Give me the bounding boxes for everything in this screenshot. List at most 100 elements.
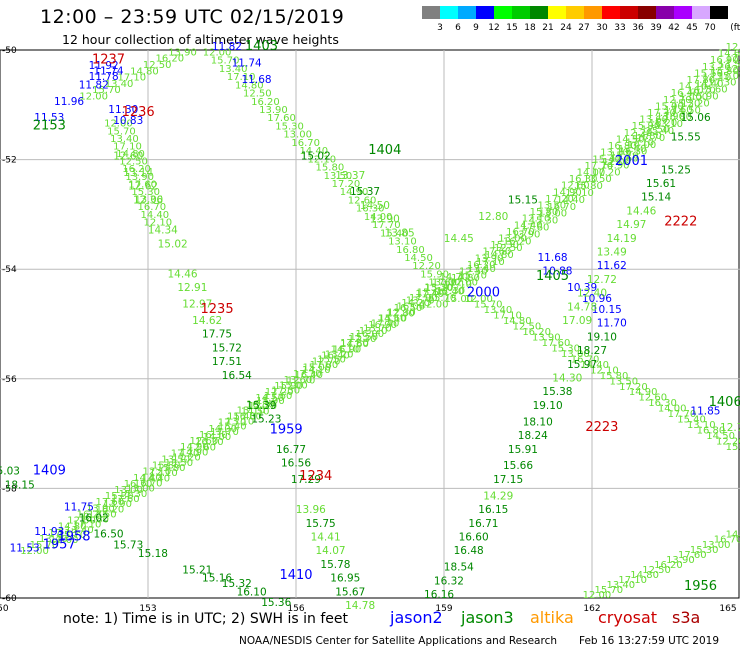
wave-height-value: 15.06 — [681, 112, 711, 124]
wave-height-value: 12.50 — [88, 509, 117, 520]
track-number-label: 1234 — [299, 469, 332, 484]
wave-height-value: 17.70 — [637, 133, 666, 144]
wave-height-value: 17.20 — [171, 448, 200, 459]
wave-height-value: 13.85 — [385, 227, 415, 239]
wave-height-value: 15.75 — [306, 518, 336, 530]
wave-height-value: 17.75 — [202, 329, 232, 341]
wave-height-value: 16.20 — [77, 509, 106, 520]
y-tick-label: -60 — [2, 594, 17, 604]
wave-height-value: 15.40 — [645, 126, 674, 137]
color-scale-swatch — [584, 6, 602, 19]
wave-height-value: 15.97 — [567, 359, 597, 371]
wave-height-value: 12.50 — [459, 267, 488, 278]
wave-height-value: 15.30 — [119, 489, 148, 500]
wave-height-value: 16.32 — [434, 575, 464, 587]
wave-height-value: 12.20 — [681, 98, 710, 109]
wave-height-value: 14.00 — [628, 140, 657, 151]
wave-height-value: 13.00 — [702, 540, 731, 551]
wave-height-value: 15.02 — [301, 151, 331, 163]
wave-height-value: 12.70 — [663, 95, 692, 106]
wave-height-value: 13.00 — [561, 349, 590, 360]
wave-height-value: 16.20 — [156, 54, 185, 65]
wave-height-value: 14.20 — [401, 298, 430, 309]
wave-height-value: 11.93 — [34, 526, 64, 538]
wave-height-value: 15.02 — [158, 238, 188, 250]
wave-height-value: 12.80 — [478, 211, 508, 223]
wave-height-value: 16.20 — [96, 504, 125, 515]
wave-height-value: 17.10 — [113, 141, 142, 152]
wave-height-value: 14.80 — [485, 250, 514, 261]
wave-height-value: 13.60 — [699, 85, 728, 96]
wave-height-value: 13.96 — [296, 504, 326, 516]
wave-height-value: 14.19 — [607, 233, 637, 245]
track-number-label: 1405 — [536, 269, 569, 284]
wave-height-value: 15.18 — [138, 548, 168, 560]
wave-height-value: 13.10 — [600, 148, 629, 159]
wave-height-value: 18.27 — [577, 345, 607, 357]
wave-height-value: 16.30 — [619, 147, 648, 158]
wave-height-value: 17.70 — [218, 418, 247, 429]
color-scale-swatch — [566, 6, 584, 19]
wave-height-value: 17.20 — [619, 382, 648, 393]
color-scale-label: 21 — [542, 23, 554, 33]
wave-height-value: 13.90 — [125, 172, 154, 183]
wave-height-value: 14.50 — [360, 200, 390, 212]
wave-height-value: 12.40 — [577, 288, 607, 300]
wave-height-value: 13.20 — [702, 62, 731, 73]
wave-height-value: 11.53 — [34, 112, 64, 124]
legend-entry-s3a: s3a — [672, 608, 701, 627]
wave-height-value: 13.10 — [237, 405, 266, 416]
wave-height-value: 14.90 — [180, 442, 209, 453]
wave-height-value: 14.97 — [616, 219, 646, 231]
color-scale-swatch — [494, 6, 512, 19]
wave-height-value: 13.20 — [359, 326, 388, 337]
wave-height-value: 16.80 — [246, 399, 275, 410]
color-scale-swatch — [638, 6, 656, 19]
wave-height-value: 14.78 — [567, 301, 597, 313]
wave-height-value: 14.80 — [633, 131, 662, 142]
wave-height-value: 15.50 — [317, 355, 346, 366]
track-number-label: 1956 — [684, 579, 717, 594]
wave-height-value: 16.16 — [424, 589, 454, 601]
wave-height-value: 12.50 — [67, 516, 96, 527]
color-scale-swatch — [476, 6, 494, 19]
wave-height-value: 17.20 — [332, 179, 361, 190]
wave-height-value: 13.50 — [609, 376, 638, 387]
wave-height-value: 11.74 — [232, 57, 262, 69]
wave-height-value: 13.14 — [123, 167, 153, 179]
wave-height-value: 11.82 — [79, 79, 109, 91]
wave-height-value: 16.70 — [137, 202, 166, 213]
wave-height-value: 16.00 — [355, 329, 384, 340]
wave-height-value: 11.82 — [212, 41, 242, 53]
wave-height-value: 15.16 — [202, 573, 232, 585]
wave-height-value: 12.70 — [287, 375, 316, 386]
wave-height-value: 12.50 — [243, 89, 272, 100]
wave-height-value: 17.00 — [432, 277, 461, 288]
wave-height-value: 16.80 — [608, 141, 637, 152]
wave-height-value: 15.32 — [222, 578, 252, 590]
wave-height-value: 14.90 — [180, 448, 209, 459]
wave-height-value: 14.80 — [130, 66, 159, 77]
wave-height-value: 12.30 — [726, 42, 740, 53]
wave-height-value: 12.10 — [703, 72, 732, 83]
wave-height-value: 17.20 — [592, 167, 621, 178]
x-tick-label: 162 — [583, 604, 600, 614]
wave-height-value: 12.10 — [590, 365, 619, 376]
wave-height-value: 15.10 — [425, 283, 454, 294]
wave-height-value: 12.00 — [464, 294, 493, 305]
wave-height-value: 12.00 — [20, 546, 49, 557]
wave-height-value: 15.70 — [474, 300, 503, 311]
wave-height-value: 15.40 — [677, 415, 706, 426]
wave-height-value: 14.29 — [483, 490, 513, 502]
wave-height-value: 12.00 — [583, 590, 612, 601]
wave-height-value: 16.77 — [276, 444, 306, 456]
wave-height-value: 13.90 — [475, 253, 504, 264]
wave-height-value: 17.15 — [493, 474, 523, 486]
wave-height-value: 12.10 — [144, 217, 173, 228]
wave-height-value: 14.40 — [299, 146, 328, 157]
wave-height-value: 14.50 — [706, 431, 735, 442]
wave-height-value: 15.90 — [274, 381, 303, 392]
wave-height-value: 19.10 — [587, 331, 617, 343]
y-tick-label: -58 — [2, 484, 17, 494]
wave-height-value: 14.60 — [378, 314, 407, 325]
